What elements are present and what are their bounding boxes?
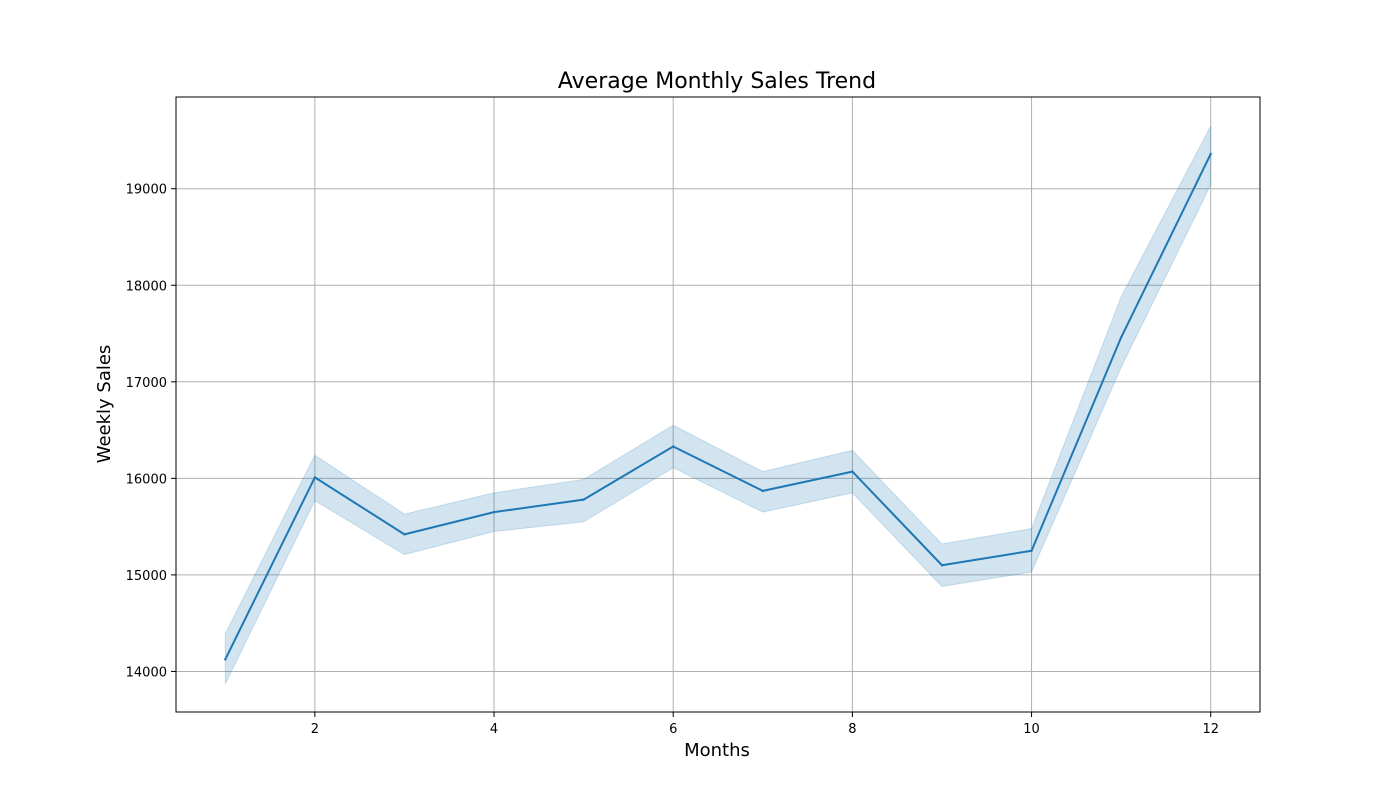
data-point xyxy=(1209,152,1212,156)
y-tick-label: 15000 xyxy=(126,569,167,584)
y-axis-ticks: 14000 15000 16000 17000 18000 19000 xyxy=(126,183,176,680)
x-tick-label: 10 xyxy=(1023,722,1040,737)
data-point xyxy=(761,489,764,493)
data-point xyxy=(492,510,496,514)
data-point xyxy=(1030,549,1033,552)
data-point xyxy=(672,445,675,448)
x-tick-label: 12 xyxy=(1202,722,1219,737)
y-tick-label: 14000 xyxy=(126,665,167,680)
x-tick-label: 4 xyxy=(490,722,498,737)
confidence-band xyxy=(224,125,1212,685)
y-tick-label: 19000 xyxy=(126,183,167,198)
y-tick-label: 16000 xyxy=(126,472,167,487)
grid xyxy=(176,97,1260,712)
confidence-band-area xyxy=(224,125,1212,685)
y-tick-label: 18000 xyxy=(126,279,167,294)
data-point xyxy=(940,564,944,567)
series-line-group xyxy=(224,152,1212,661)
x-tick-label: 8 xyxy=(848,722,856,737)
chart-title: Average Monthly Sales Trend xyxy=(558,69,876,94)
x-axis-label: Months xyxy=(684,740,750,761)
data-point xyxy=(851,470,854,473)
data-point xyxy=(224,658,227,661)
plot-frame xyxy=(175,96,1261,713)
x-tick-label: 2 xyxy=(311,722,319,737)
data-point xyxy=(313,476,317,479)
x-tick-label: 6 xyxy=(669,722,677,737)
data-point xyxy=(1119,336,1123,339)
series-line xyxy=(224,153,1212,660)
data-point xyxy=(582,498,585,501)
y-tick-label: 17000 xyxy=(126,376,167,391)
x-axis-ticks: 2 4 6 8 10 12 xyxy=(311,712,1219,737)
data-point xyxy=(403,533,406,536)
y-axis-label: Weekly Sales xyxy=(94,345,115,464)
